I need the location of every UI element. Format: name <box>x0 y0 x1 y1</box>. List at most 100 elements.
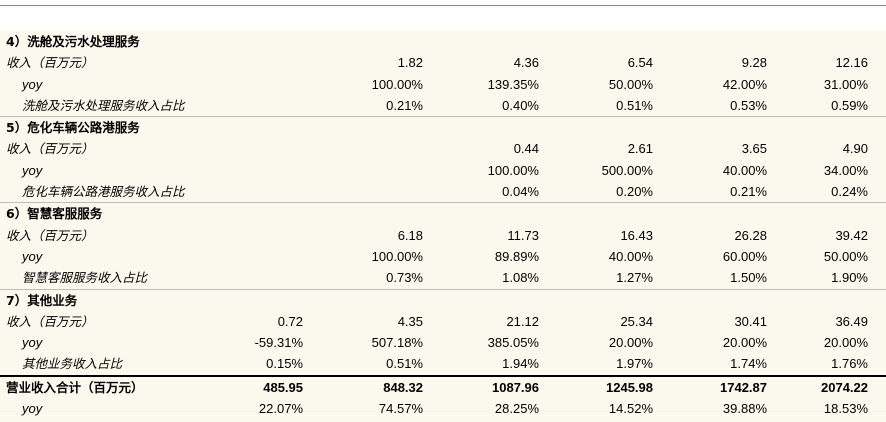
value-cell: 0.21% <box>730 184 767 200</box>
empty-cell <box>671 116 785 139</box>
section-header-row: 7）其他业务 <box>0 288 886 311</box>
value-cell <box>321 160 441 181</box>
total-value-cell: 485.95 <box>220 374 321 399</box>
value-cell: 0.51% <box>616 97 653 113</box>
value-cell: 4.35 <box>397 313 423 329</box>
value-cell: 26.28 <box>734 227 767 243</box>
empty-cell <box>321 288 441 311</box>
value-cell: 1.76% <box>831 356 868 372</box>
table-row: yoy 100.00% 500.00% 40.00% 34.00% <box>0 160 886 181</box>
value-cell: 2.61 <box>627 141 653 157</box>
value-cell <box>220 225 321 246</box>
revenue-table: 4）洗舱及污水处理服务 收入（百万元） 1.82 4.36 6.54 9.28 12.16 y… <box>0 31 886 421</box>
empty-cell <box>671 288 785 311</box>
value-cell: 16.43 <box>620 227 653 243</box>
value-cell: 100.00% <box>487 162 539 178</box>
value-cell: 139.35% <box>487 76 539 92</box>
total-revenue-row: 营业收入合计（百万元） 485.95 848.32 1087.96 1245.98 174… <box>0 374 886 399</box>
table-row: 收入（百万元） 0.72 4.35 21.12 25.34 30.41 36.49 <box>0 311 886 332</box>
value-cell: 4.36 <box>513 55 539 71</box>
top-divider-line <box>0 5 886 6</box>
table-row: 收入（百万元） 0.44 2.61 3.65 4.90 <box>0 138 886 159</box>
empty-cell <box>220 202 321 225</box>
value-cell: 34.00% <box>823 162 868 178</box>
value-cell <box>220 138 321 159</box>
value-cell: 0.59% <box>831 97 868 113</box>
row-label: 危化车辆公路港服务收入占比 <box>22 184 185 200</box>
empty-cell <box>321 202 441 225</box>
total-value-cell: 1245.98 <box>557 374 671 399</box>
value-cell: 500.00% <box>601 162 653 178</box>
empty-cell <box>220 31 321 52</box>
value-cell: 385.05% <box>487 335 539 351</box>
total-value-cell: 1087.96 <box>441 374 557 399</box>
value-cell <box>220 246 321 267</box>
revenue-table-body: 4）洗舱及污水处理服务 收入（百万元） 1.82 4.36 6.54 9.28 12.16 y… <box>0 31 886 421</box>
row-label: 收入（百万元） <box>6 141 94 157</box>
section-header-row: 4）洗舱及污水处理服务 <box>0 31 886 52</box>
table-row: 其他业务收入占比 0.15% 0.51% 1.94% 1.97% 1.74% 1.76% <box>0 353 886 375</box>
value-cell: 507.18% <box>371 335 423 351</box>
empty-cell <box>557 288 671 311</box>
empty-cell <box>441 288 557 311</box>
value-cell: 0.15% <box>266 356 303 372</box>
value-cell: 1.97% <box>616 356 653 372</box>
value-cell: 31.00% <box>823 76 868 92</box>
total-value-cell: 2074.22 <box>785 374 886 399</box>
total-yoy-cell: 18.53% <box>785 398 886 421</box>
value-cell: 0.24% <box>831 184 868 200</box>
table-row: 收入（百万元） 6.18 11.73 16.43 26.28 39.42 <box>0 225 886 246</box>
empty-cell <box>671 31 785 52</box>
section-title: 4）洗舱及污水处理服务 <box>6 34 140 49</box>
empty-cell <box>785 202 886 225</box>
empty-cell <box>785 31 886 52</box>
value-cell: 1.90% <box>831 270 868 286</box>
value-cell: 25.34 <box>620 313 653 329</box>
value-cell: 1.94% <box>502 356 539 372</box>
empty-cell <box>441 31 557 52</box>
value-cell: 60.00% <box>722 248 767 264</box>
value-cell: 0.72 <box>277 313 303 329</box>
table-row: yoy 100.00% 89.89% 40.00% 60.00% 50.00% <box>0 246 886 267</box>
row-label: 洗舱及污水处理服务收入占比 <box>22 97 185 113</box>
empty-cell <box>321 116 441 139</box>
revenue-table-container: 4）洗舱及污水处理服务 收入（百万元） 1.82 4.36 6.54 9.28 12.16 y… <box>0 31 886 421</box>
value-cell: 20.00% <box>722 335 767 351</box>
empty-cell <box>557 31 671 52</box>
value-cell: 3.65 <box>741 141 767 157</box>
bottom-strip <box>0 416 886 422</box>
empty-cell <box>321 31 441 52</box>
value-cell: 4.90 <box>842 141 868 157</box>
value-cell: 0.21% <box>386 97 423 113</box>
value-cell: 0.44 <box>513 141 539 157</box>
table-row: yoy -59.31% 507.18% 385.05% 20.00% 20.00% 20.0… <box>0 332 886 353</box>
value-cell: 20.00% <box>608 335 653 351</box>
empty-cell <box>785 288 886 311</box>
value-cell: 0.53% <box>730 97 767 113</box>
table-row: 智慧客服服务收入占比 0.73% 1.08% 1.27% 1.50% 1.90% <box>0 267 886 289</box>
value-cell: 36.49 <box>835 313 868 329</box>
row-label: 其他业务收入占比 <box>22 356 123 372</box>
empty-cell <box>785 116 886 139</box>
empty-cell <box>557 116 671 139</box>
total-label: 营业收入合计（百万元） <box>0 374 220 399</box>
row-label: yoy <box>22 76 43 92</box>
value-cell: 100.00% <box>371 248 423 264</box>
value-cell <box>321 181 441 203</box>
value-cell <box>220 267 321 289</box>
value-cell: 1.50% <box>730 270 767 286</box>
value-cell <box>220 52 321 73</box>
row-label: 收入（百万元） <box>6 55 94 71</box>
empty-cell <box>220 116 321 139</box>
empty-cell <box>441 116 557 139</box>
section-header-row: 5）危化车辆公路港服务 <box>0 116 886 139</box>
value-cell <box>220 181 321 203</box>
row-label: yoy <box>22 162 43 178</box>
empty-cell <box>557 202 671 225</box>
value-cell: 20.00% <box>823 335 868 351</box>
value-cell: 30.41 <box>734 313 767 329</box>
value-cell: 0.20% <box>616 184 653 200</box>
empty-cell <box>671 202 785 225</box>
row-label: 收入（百万元） <box>6 227 94 243</box>
value-cell: 11.73 <box>507 227 539 243</box>
